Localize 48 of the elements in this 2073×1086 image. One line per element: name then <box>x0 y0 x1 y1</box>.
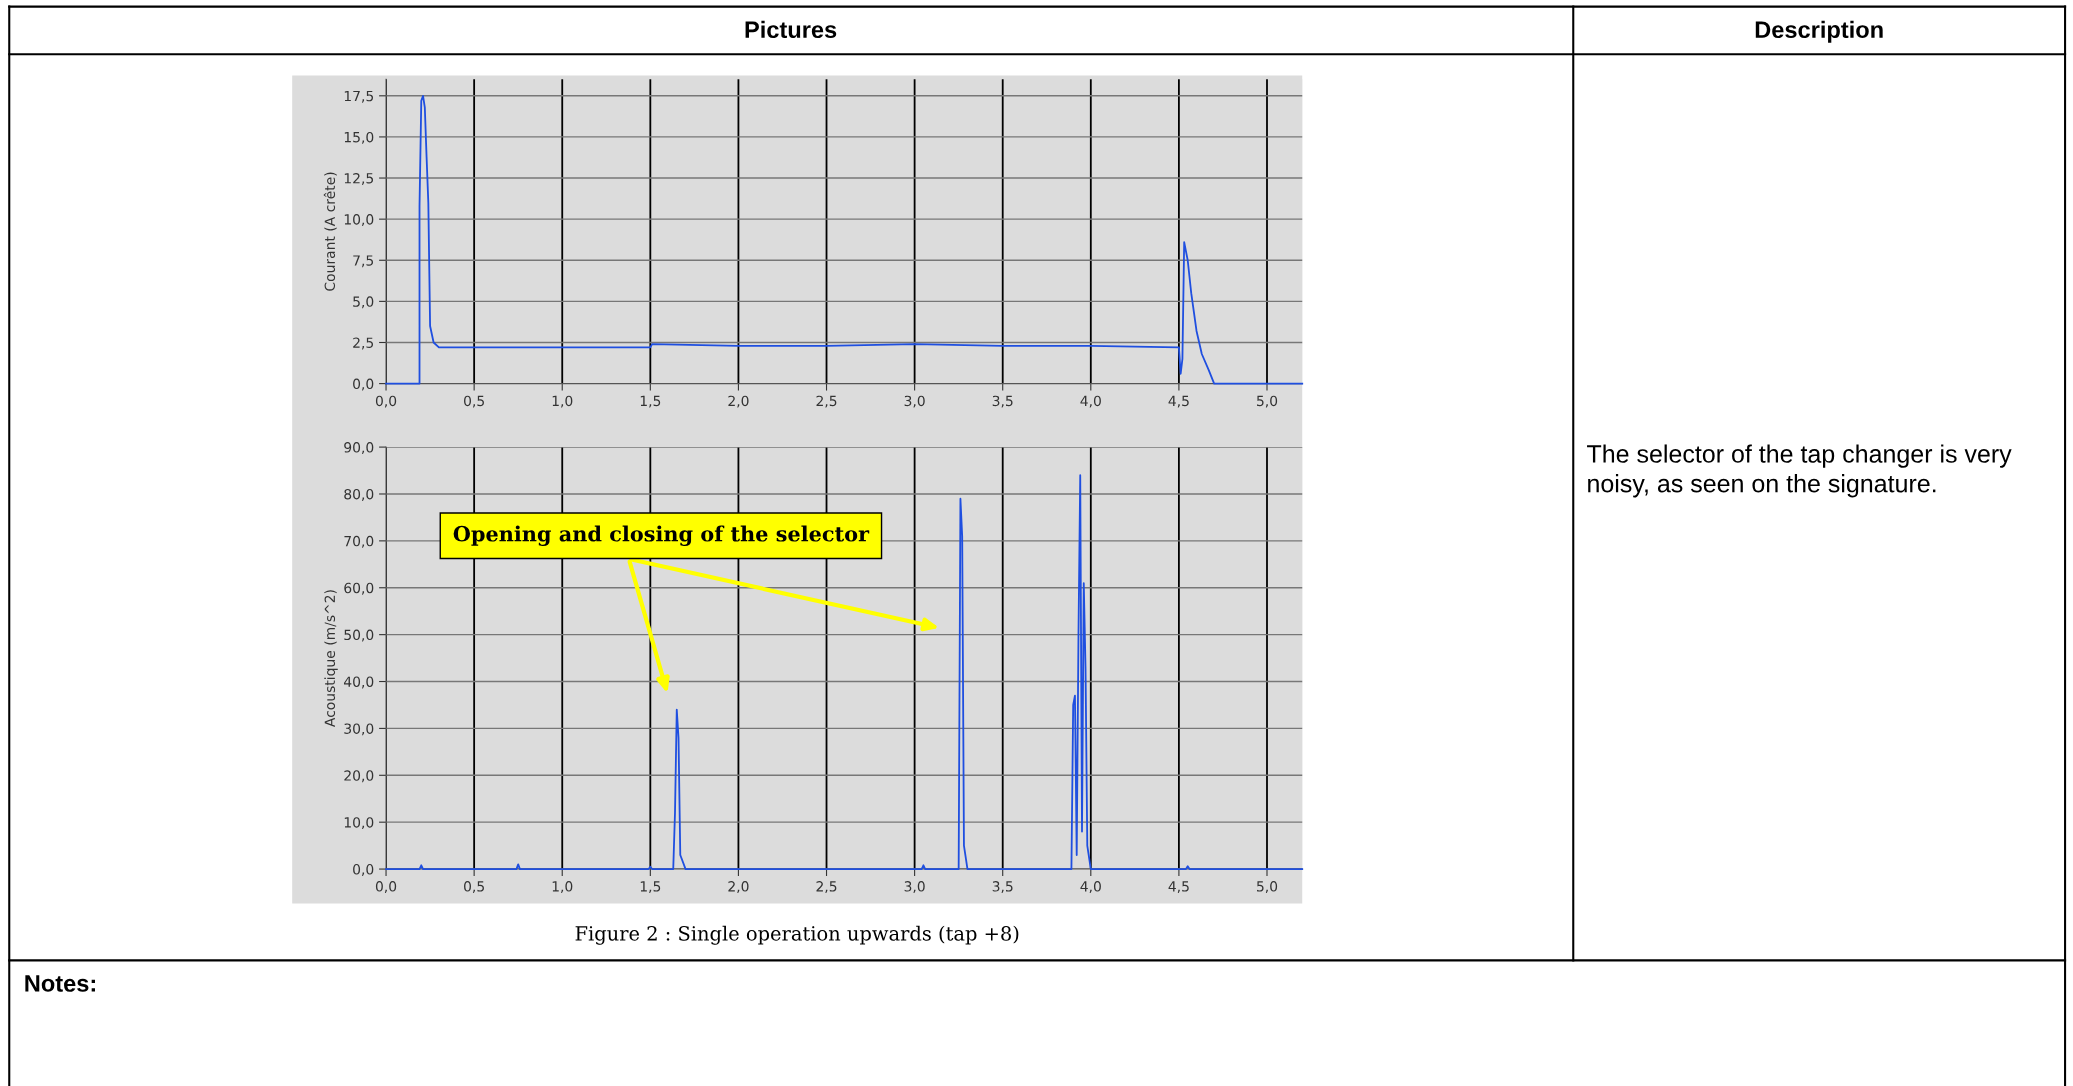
x-tick-label: 2,5 <box>816 881 837 894</box>
y-tick-label: 5,0 <box>353 296 374 309</box>
x-tick-label: 0,5 <box>464 881 484 894</box>
y-tick-label: 15,0 <box>344 131 374 144</box>
x-tick-label: 4,0 <box>1080 881 1101 894</box>
y-tick-label: 90,0 <box>344 442 374 454</box>
x-tick-label: 3,5 <box>992 395 1013 408</box>
x-tick-label: 3,0 <box>904 395 925 408</box>
x-tick-label: 5,0 <box>1257 881 1278 894</box>
caption: Figure 2 : Single operation upwards (tap +8) <box>575 925 1019 945</box>
y-tick-label: 10,0 <box>344 817 374 830</box>
x-tick-label: 1,0 <box>552 395 573 408</box>
x-tick-label: 2,5 <box>816 395 837 408</box>
y-tick-label: 40,0 <box>343 676 374 689</box>
y-axis-title: Acoustique (m/s^2) <box>324 590 338 728</box>
y-axis-title: Courant (A crête) <box>323 172 337 291</box>
y-tick-label: 70,0 <box>344 535 374 548</box>
x-tick-label: 0,5 <box>464 395 484 408</box>
y-tick-label: 12,5 <box>344 173 374 185</box>
y-tick-label: 20,0 <box>344 770 374 783</box>
y-tick-label: 30,0 <box>344 723 374 736</box>
x-tick-label: 0,0 <box>375 881 397 894</box>
y-tick-label: 80,0 <box>344 488 374 501</box>
text: Notes: <box>25 975 95 992</box>
y-tick-label: 17,5 <box>344 90 374 103</box>
y-tick-label: 50,0 <box>344 629 374 642</box>
x-tick-label: 1,0 <box>552 881 573 894</box>
x-tick-label: 2,0 <box>728 881 749 894</box>
x-tick-label: 4,5 <box>1168 395 1189 408</box>
text: Description <box>1755 20 1883 43</box>
x-tick-label: 3,0 <box>904 881 925 894</box>
x-tick-label: 0,0 <box>375 395 397 408</box>
y-tick-label: 10,0 <box>344 214 374 227</box>
text: Pictures <box>745 20 837 39</box>
x-tick-label: 1,5 <box>640 395 661 408</box>
x-tick-label: 3,5 <box>992 881 1013 894</box>
y-tick-label: 7,5 <box>353 255 374 268</box>
y-tick-label: 2,5 <box>353 337 374 350</box>
text: The selector of the tap changer is very noisy, as seen on the signature. <box>1587 444 2012 498</box>
x-tick-label: 4,0 <box>1080 395 1101 408</box>
y-tick-label: 0,0 <box>353 378 374 391</box>
x-tick-label: 5,0 <box>1257 395 1278 408</box>
x-tick-label: 1,5 <box>640 881 661 894</box>
y-tick-label: 0,0 <box>353 864 374 876</box>
y-tick-label: 60,0 <box>344 582 374 595</box>
x-tick-label: 4,5 <box>1168 881 1189 894</box>
x-tick-label: 2,0 <box>728 395 749 408</box>
annotation: Opening and closing of the selector <box>453 525 870 546</box>
